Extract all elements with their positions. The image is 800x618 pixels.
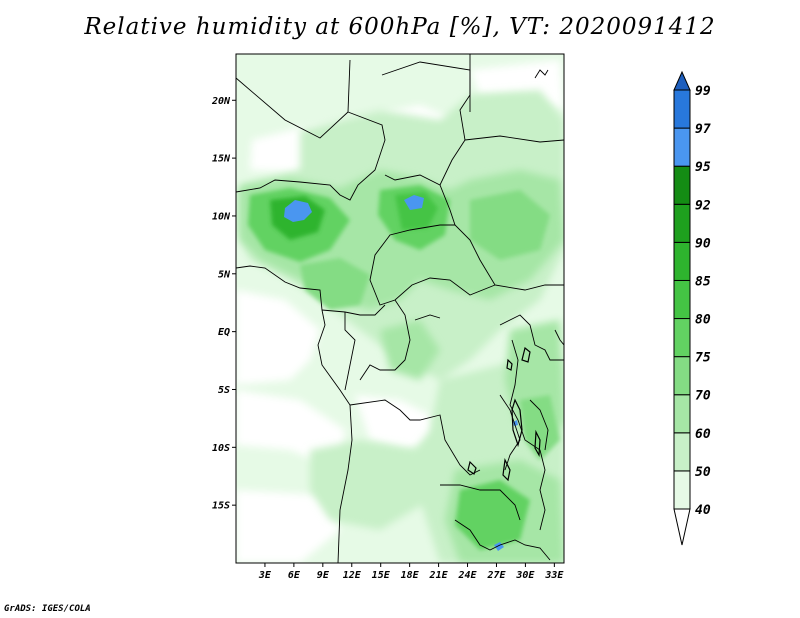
colorbar-segment — [673, 203, 691, 243]
colorbar-segment — [673, 432, 691, 472]
y-tick-label: 10N — [212, 211, 231, 222]
x-tick-label: 24E — [457, 570, 477, 581]
y-tick-label: 15N — [212, 154, 231, 165]
y-axis: 20N 15N 10N 5N EQ 5S 10S 15S — [211, 96, 236, 512]
map-frame — [235, 53, 565, 564]
x-tick-label: 12E — [343, 570, 362, 581]
colorbar-lower-arrow — [673, 508, 691, 546]
colorbar-segment — [673, 356, 691, 396]
colorbar-label: 60 — [695, 427, 711, 442]
y-tick-label: 15S — [212, 501, 230, 512]
x-tick-label: 6E — [288, 570, 301, 581]
colorbar-label: 99 — [695, 84, 711, 99]
colorbar-label: 40 — [695, 503, 711, 518]
map-title: Relative humidity at 600hPa [%], VT: 202… — [84, 14, 716, 40]
grads-credit: GrADS: IGES/COLA — [4, 604, 91, 614]
x-tick-label: 33E — [544, 570, 564, 581]
x-tick-label: 18E — [401, 570, 420, 581]
country-borders — [236, 54, 564, 563]
colorbar-segment — [673, 241, 691, 281]
colorbar-label: 92 — [695, 198, 711, 213]
colorbar-segment — [673, 279, 691, 320]
x-axis: 3E 6E 9E 12E 15E 18E 21E 24E 27E 30E 33E — [258, 563, 564, 581]
colorbar-label: 70 — [695, 389, 711, 404]
colorbar-segment — [673, 318, 691, 358]
x-tick-label: 30E — [515, 570, 535, 581]
colorbar-label: 95 — [695, 160, 711, 175]
x-tick-label: 3E — [258, 570, 272, 581]
colorbar-label: 50 — [695, 465, 711, 480]
x-tick-label: 9E — [317, 570, 330, 581]
colorbar-label: 97 — [695, 122, 711, 137]
colorbar-segment — [673, 165, 691, 205]
y-tick-label: EQ — [218, 327, 230, 338]
colorbar-label: 80 — [695, 313, 711, 328]
colorbar-segment — [673, 394, 691, 434]
colorbar-label: 75 — [695, 351, 711, 366]
y-tick-label: 5S — [218, 385, 230, 396]
y-tick-label: 5N — [218, 269, 231, 280]
x-tick-label: 21E — [429, 570, 449, 581]
colorbar-label: 85 — [695, 274, 711, 289]
x-tick-label: 15E — [372, 570, 391, 581]
x-tick-label: 27E — [486, 570, 506, 581]
humidity-field — [236, 54, 564, 563]
colorbar-segment — [673, 89, 691, 129]
colorbar-segment — [673, 470, 691, 510]
y-tick-label: 10S — [212, 443, 230, 454]
colorbar-upper-arrow — [673, 70, 691, 91]
y-tick-label: 20N — [211, 96, 231, 107]
colorbar-segment — [673, 127, 691, 167]
colorbar-label: 90 — [695, 236, 711, 251]
colorbar: 40 50 60 70 75 80 85 90 92 95 97 99 — [673, 70, 711, 546]
